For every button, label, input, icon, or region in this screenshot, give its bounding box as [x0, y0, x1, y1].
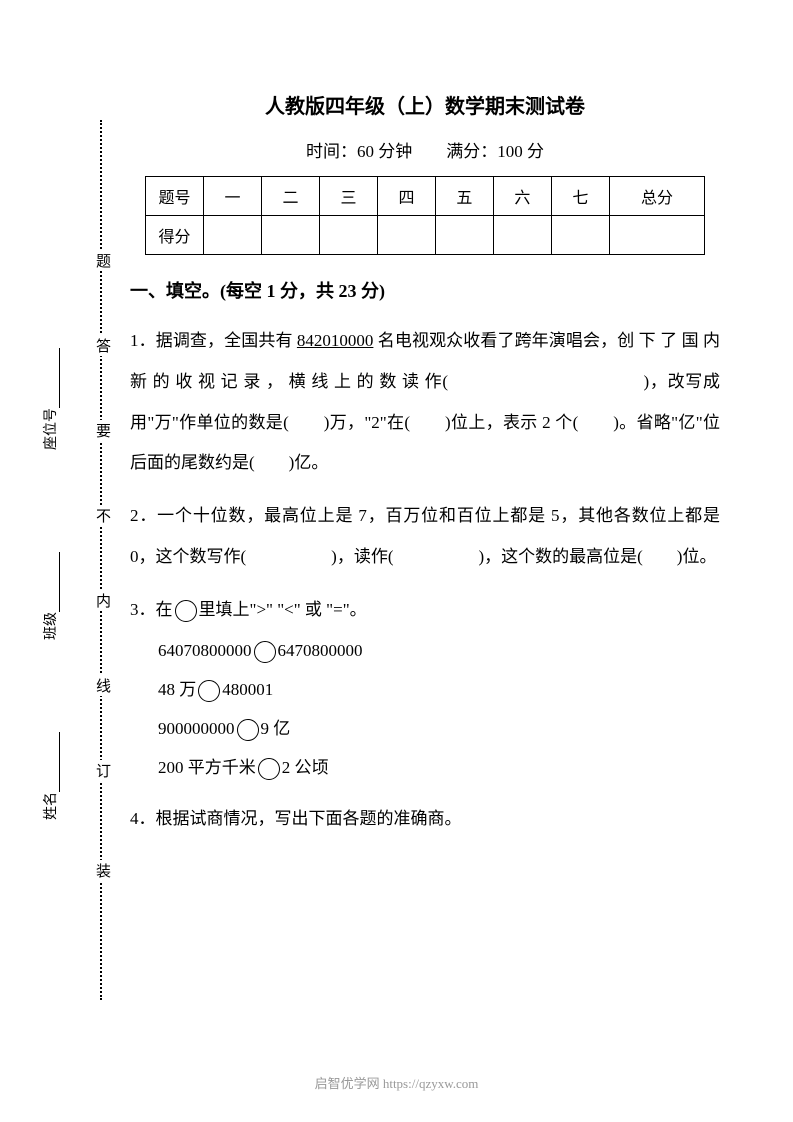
- q3-line-3: 9000000009 亿: [158, 709, 720, 748]
- q3-line-2: 48 万480001: [158, 670, 720, 709]
- circle-icon: [254, 641, 276, 663]
- q1-number: 1．: [130, 331, 156, 350]
- circle-icon: [237, 719, 259, 741]
- th-3: 三: [319, 177, 377, 216]
- binding-char-4: 不: [92, 505, 113, 526]
- table-score-row: 得分: [146, 216, 705, 255]
- score-cell: [377, 216, 435, 255]
- score-cell: [261, 216, 319, 255]
- th-6: 六: [493, 177, 551, 216]
- section-1-header: 一、填空。(每空 1 分，共 23 分): [130, 277, 720, 303]
- th-2: 二: [261, 177, 319, 216]
- score-cell: [609, 216, 704, 255]
- binding-char-6: 线: [92, 675, 113, 696]
- exam-subtitle: 时间：60 分钟 满分：100 分: [130, 137, 720, 162]
- binding-char-7: 订: [92, 760, 113, 781]
- table-header-row: 题号 一 二 三 四 五 六 七 总分: [146, 177, 705, 216]
- score-cell: [493, 216, 551, 255]
- binding-char-2: 答: [92, 335, 113, 356]
- binding-char-5: 内: [92, 590, 113, 611]
- score-cell: [319, 216, 377, 255]
- binding-char-1: 题: [92, 250, 113, 271]
- question-3: 3．在里填上">" "<" 或 "="。 6407080000064708000…: [130, 590, 720, 787]
- main-content: 人教版四年级（上）数学期末测试卷 时间：60 分钟 满分：100 分 题号 一 …: [130, 90, 720, 852]
- q3-number: 3．: [130, 600, 156, 619]
- th-5: 五: [435, 177, 493, 216]
- binding-char-3: 要: [92, 420, 113, 441]
- score-cell: [551, 216, 609, 255]
- q2-number: 2．: [130, 506, 157, 525]
- page-footer: 启智优学网 https://qzyxw.com: [0, 1073, 793, 1092]
- binding-margin: 题 答 要 不 内 线 订 装 座位号 班级 姓名: [40, 120, 120, 1000]
- class-label: 班级: [40, 552, 60, 640]
- th-label: 题号: [146, 177, 204, 216]
- score-cell: [204, 216, 262, 255]
- question-4: 4．根据试商情况，写出下面各题的准确商。: [130, 799, 720, 840]
- score-table: 题号 一 二 三 四 五 六 七 总分 得分: [145, 176, 705, 255]
- q1-underlined-number: 842010000: [297, 331, 374, 350]
- binding-char-8: 装: [92, 860, 113, 881]
- seat-number-label: 座位号: [40, 348, 60, 450]
- th-1: 一: [204, 177, 262, 216]
- q3-line-1: 640708000006470800000: [158, 631, 720, 670]
- q3-line-4: 200 平方千米2 公顷: [158, 748, 720, 787]
- th-7: 七: [551, 177, 609, 216]
- circle-icon: [175, 600, 197, 622]
- score-cell: [435, 216, 493, 255]
- th-total: 总分: [609, 177, 704, 216]
- name-label: 姓名: [40, 732, 60, 820]
- exam-title: 人教版四年级（上）数学期末测试卷: [130, 90, 720, 119]
- circle-icon: [258, 758, 280, 780]
- th-4: 四: [377, 177, 435, 216]
- question-1: 1．据调查，全国共有 842010000 名电视观众收看了跨年演唱会，创 下 了…: [130, 321, 720, 484]
- question-2: 2．一个十位数，最高位上是 7，百万位和百位上都是 5，其他各数位上都是 0，这…: [130, 496, 720, 578]
- circle-icon: [198, 680, 220, 702]
- score-label: 得分: [146, 216, 204, 255]
- q4-number: 4．: [130, 809, 156, 828]
